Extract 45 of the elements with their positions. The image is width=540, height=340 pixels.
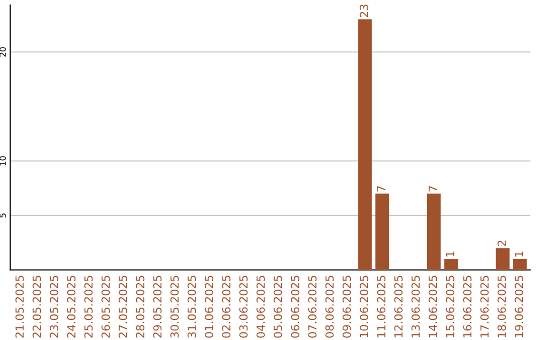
x-tick-label: 15.06.2025	[446, 276, 454, 338]
x-tick-label: 19.06.2025	[514, 276, 524, 338]
x-tick-label: 08.06.2025	[325, 276, 334, 338]
bar	[358, 19, 372, 270]
x-tick-label: 06.06.2025	[290, 276, 300, 338]
data-label: 1	[514, 252, 524, 256]
x-tick-label: 28.05.2025	[136, 276, 144, 338]
bar	[513, 259, 527, 270]
data-label: 23	[360, 4, 368, 18]
x-tick-label: 18.06.2025	[498, 276, 506, 338]
bar	[444, 259, 458, 270]
data-label: 7	[428, 186, 437, 192]
x-tick-label: 03.06.2025	[239, 276, 248, 338]
x-tick-label: 31.05.2025	[188, 276, 196, 338]
x-tick-label: 07.06.2025	[308, 276, 317, 338]
x-tick-label: 30.05.2025	[170, 276, 179, 338]
x-tick-label: 10.06.2025	[360, 276, 368, 338]
data-label: 7	[377, 186, 386, 192]
x-tick-label: 01.06.2025	[204, 276, 214, 338]
x-tick-label: 23.05.2025	[50, 276, 58, 338]
bar	[496, 248, 510, 270]
x-tick-label: 22.05.2025	[32, 276, 42, 338]
x-tick-label: 17.06.2025	[480, 276, 489, 338]
x-tick-label: 05.06.2025	[274, 276, 282, 338]
y-tick-label: 10	[0, 156, 6, 166]
x-tick-label: 14.06.2025	[428, 276, 438, 338]
x-tick-label: 29.05.2025	[153, 276, 162, 338]
x-tick-label: 09.06.2025	[342, 276, 351, 338]
x-tick-label: 16.06.2025	[463, 276, 472, 338]
x-tick-label: 13.06.2025	[411, 276, 420, 338]
x-tick-label: 12.06.2025	[394, 276, 403, 338]
y-tick-label: 20	[0, 47, 6, 57]
x-tick-label: 02.06.2025	[222, 276, 230, 338]
data-label: 2	[498, 240, 506, 246]
x-tick-label: 04.06.2025	[256, 276, 265, 338]
data-label: 1	[446, 252, 454, 256]
x-tick-label: 25.05.2025	[84, 276, 93, 338]
bar	[426, 194, 441, 270]
x-tick-label: 11.06.2025	[377, 276, 386, 338]
bar	[375, 194, 390, 270]
x-tick-label: 24.05.2025	[67, 276, 76, 338]
x-tick-label: 27.05.2025	[118, 276, 128, 338]
y-tick-label: 5	[0, 214, 6, 218]
x-tick-label: 26.05.2025	[102, 276, 110, 338]
x-tick-label: 21.05.2025	[15, 276, 24, 338]
